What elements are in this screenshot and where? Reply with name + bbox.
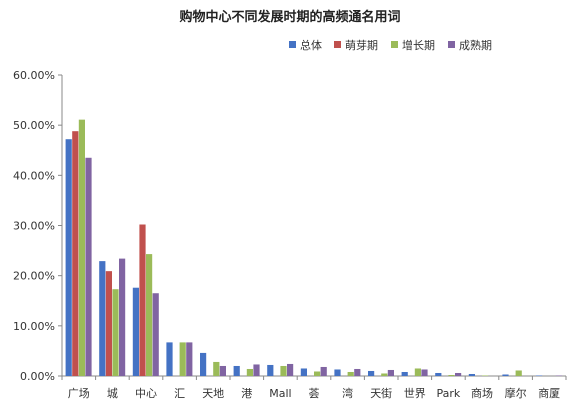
legend-swatch bbox=[334, 41, 341, 48]
chart-title: 购物中心不同发展时期的高频通名用词 bbox=[179, 9, 400, 25]
bar-series-2-cat-7 bbox=[314, 371, 321, 376]
bar-series-3-cat-5 bbox=[253, 364, 260, 376]
x-tick-label: Mall bbox=[269, 387, 291, 400]
bar-series-3-cat-1 bbox=[119, 258, 126, 376]
bar-series-0-cat-2 bbox=[132, 287, 139, 376]
bar-series-2-cat-1 bbox=[112, 289, 119, 376]
y-tick-label: 30.00% bbox=[13, 220, 55, 233]
bar-series-3-cat-10 bbox=[421, 369, 428, 376]
bar-series-2-cat-9 bbox=[381, 373, 388, 376]
bar-series-0-cat-12 bbox=[468, 373, 475, 376]
bar-series-3-cat-7 bbox=[320, 366, 327, 376]
bar-series-3-cat-4 bbox=[219, 365, 226, 376]
y-tick-label: 0.00% bbox=[20, 370, 55, 383]
bar-series-0-cat-11 bbox=[435, 372, 442, 376]
legend: 总体 萌芽期 增长期 成熟期 bbox=[289, 38, 492, 52]
bar-series-0-cat-1 bbox=[99, 261, 106, 376]
bar-series-0-cat-4 bbox=[200, 352, 207, 376]
x-tick-label: 湾 bbox=[342, 386, 353, 400]
legend-swatch bbox=[391, 41, 398, 48]
x-tick-label: 城 bbox=[107, 387, 118, 400]
bar-series-3-cat-9 bbox=[387, 369, 394, 376]
x-tick-label: Park bbox=[437, 387, 461, 400]
bar-series-0-cat-14 bbox=[536, 375, 543, 376]
bar-series-2-cat-8 bbox=[347, 371, 354, 376]
x-tick-label: 广场 bbox=[68, 386, 90, 400]
legend-label: 总体 bbox=[300, 38, 322, 52]
bar-series-0-cat-8 bbox=[334, 369, 341, 376]
y-tick-label: 20.00% bbox=[13, 270, 55, 283]
legend-label: 成熟期 bbox=[459, 38, 492, 52]
bar-series-2-cat-2 bbox=[146, 254, 153, 376]
bar-series-2-cat-0 bbox=[78, 119, 85, 377]
bar-series-2-cat-6 bbox=[280, 365, 287, 376]
bar-series-1-cat-2 bbox=[139, 224, 146, 376]
y-tick-label: 40.00% bbox=[13, 169, 55, 182]
y-axis: 0.00% 10.00% 20.00% 30.00% 40.00% 50.00% 60.00… bbox=[13, 69, 63, 383]
bar-series-2-cat-10 bbox=[414, 368, 421, 376]
bar-series-3-cat-2 bbox=[152, 293, 159, 376]
x-axis: 广场 城 中心 汇 天地 港 Mall 荟 湾 天街 世界 Park 商场 摩尔 商厦 bbox=[61, 375, 567, 400]
bar-series-1-cat-1 bbox=[105, 271, 112, 376]
bar-series-1-cat-0 bbox=[72, 131, 79, 376]
bar-series-2-cat-3 bbox=[179, 342, 186, 376]
bar-series-2-cat-12 bbox=[482, 375, 489, 376]
legend-swatch bbox=[289, 41, 296, 48]
y-tick-label: 10.00% bbox=[13, 320, 55, 333]
x-tick-label: 中心 bbox=[135, 387, 157, 400]
bar-series-3-cat-3 bbox=[186, 342, 193, 376]
legend-label: 萌芽期 bbox=[345, 38, 378, 52]
x-tick-label: 商场 bbox=[471, 386, 493, 400]
x-tick-label: 汇 bbox=[174, 387, 185, 400]
bar-series-3-cat-8 bbox=[354, 368, 361, 376]
bar-series-2-cat-5 bbox=[246, 368, 253, 376]
bars bbox=[65, 119, 562, 377]
legend-swatch bbox=[448, 41, 455, 48]
bar-series-3-cat-11 bbox=[455, 372, 462, 376]
bar-series-0-cat-13 bbox=[502, 374, 509, 376]
bar-series-0-cat-9 bbox=[368, 370, 375, 376]
bar-series-3-cat-14 bbox=[555, 375, 562, 376]
bar-series-0-cat-10 bbox=[401, 371, 408, 376]
bar-series-3-cat-6 bbox=[287, 363, 294, 376]
x-tick-label: 天街 bbox=[370, 386, 392, 400]
x-tick-label: 世界 bbox=[404, 387, 426, 400]
bar-series-2-cat-4 bbox=[213, 361, 220, 376]
x-tick-label: 港 bbox=[241, 387, 252, 400]
y-tick-label: 50.00% bbox=[13, 119, 55, 132]
x-tick-label: 荟 bbox=[309, 386, 320, 400]
bar-series-2-cat-13 bbox=[515, 370, 522, 376]
bar-series-0-cat-7 bbox=[300, 368, 307, 376]
bar-series-3-cat-0 bbox=[85, 157, 92, 376]
legend-label: 增长期 bbox=[402, 38, 435, 52]
x-tick-label: 商厦 bbox=[538, 386, 560, 400]
bar-series-0-cat-5 bbox=[233, 365, 240, 376]
x-tick-label: 摩尔 bbox=[505, 386, 527, 400]
y-tick-label: 60.00% bbox=[13, 69, 55, 82]
bar-series-0-cat-0 bbox=[65, 139, 72, 376]
bar-series-0-cat-6 bbox=[267, 364, 274, 376]
bar-series-0-cat-3 bbox=[166, 342, 173, 376]
x-tick-label: 天地 bbox=[202, 387, 224, 400]
bar-series-2-cat-11 bbox=[448, 375, 455, 376]
